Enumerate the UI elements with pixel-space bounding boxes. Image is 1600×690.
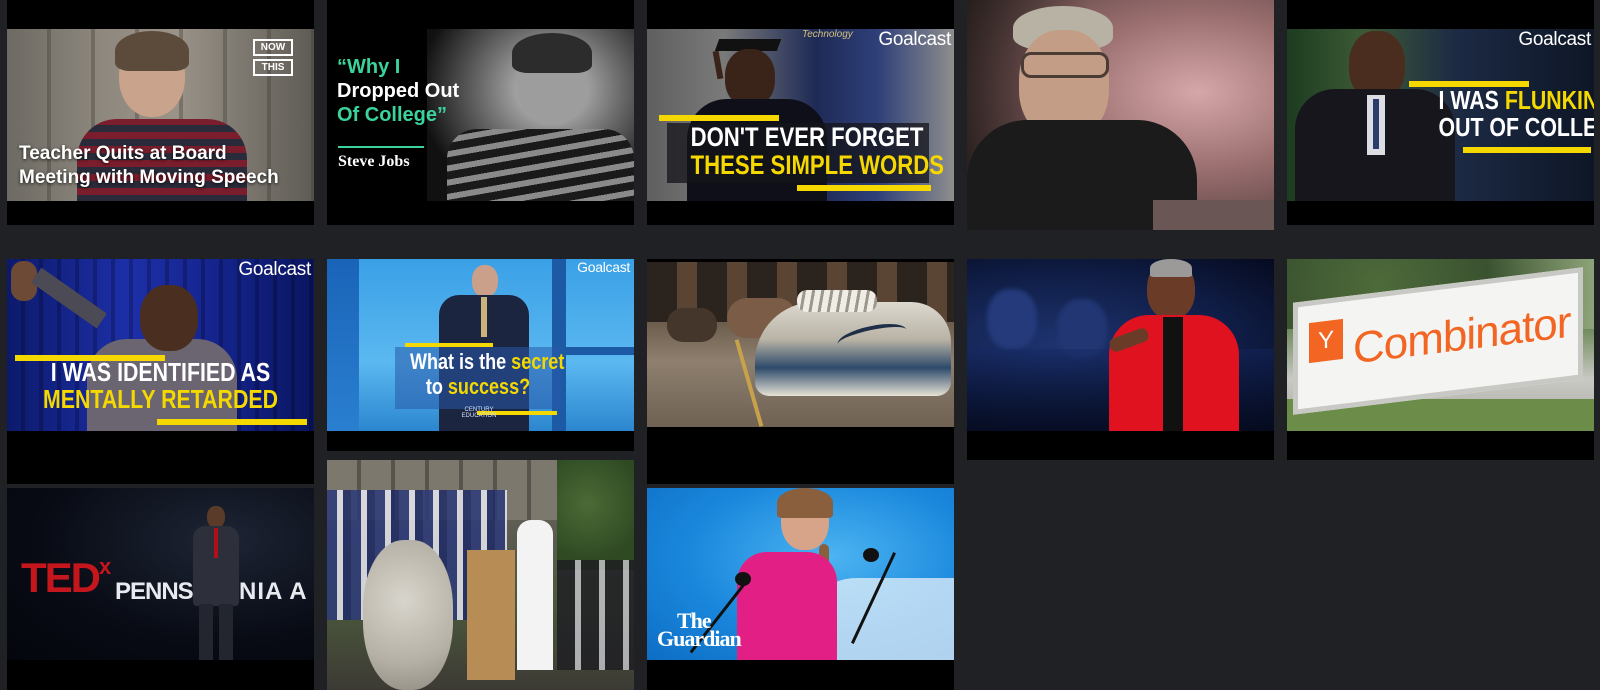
speaker-head [725, 49, 775, 107]
goalcast-logo: Goalcast [1518, 29, 1591, 50]
video-card-guardian[interactable]: The Guardian [647, 488, 954, 690]
banner-text: Technology [802, 29, 853, 40]
tedx-logo-ted: TED [21, 554, 101, 601]
video-thumbnail: TEDx PENNSY NIA A [7, 488, 314, 660]
quote-line3: Of College” [337, 104, 448, 126]
video-card-sneakers[interactable] [647, 259, 954, 484]
video-thumbnail: NOW THIS Teacher Quits at Board Meeting … [7, 29, 314, 201]
video-thumbnail [327, 460, 634, 690]
video-thumbnail: “Why I Dropped Out Of College” Steve Job… [327, 29, 634, 201]
speaker-head [207, 506, 225, 528]
video-thumbnail [647, 262, 954, 427]
video-thumbnail: Goalcast I WAS FLUNKING OUT OF COLLEGE [1287, 29, 1594, 201]
video-thumbnail: Y Combinator [1287, 259, 1594, 431]
video-thumbnail: The Guardian [647, 488, 954, 660]
sneaker [755, 302, 951, 396]
goalcast-logo: Goalcast [878, 29, 951, 50]
video-card-red-speaker[interactable] [967, 259, 1274, 460]
quote-author: Steve Jobs [338, 153, 410, 170]
video-card-steve-jobs[interactable]: “Why I Dropped Out Of College” Steve Job… [327, 0, 634, 225]
yc-logo-square: Y [1309, 318, 1343, 364]
video-card-teacher-quits[interactable]: NOW THIS Teacher Quits at Board Meeting … [7, 0, 314, 225]
quote-line2: Dropped Out [337, 80, 460, 102]
quote-line1: “Why I [337, 56, 401, 78]
video-title-line1: I WAS IDENTIFIED AS [50, 357, 271, 387]
video-title-line1: DON'T EVER FORGET [690, 122, 924, 152]
video-title-line2: THESE SIMPLE WORDS [690, 150, 944, 180]
speaker-head [140, 285, 198, 351]
video-title-line1: Teacher Quits at Board [19, 143, 227, 164]
video-thumbnail: Goalcast What is the secret to success? … [327, 259, 634, 431]
video-card-flat-cap[interactable] [967, 0, 1274, 230]
goalcast-logo: Goalcast [238, 259, 311, 280]
goalcast-logo: Goalcast [577, 259, 630, 275]
stage-text-right: NIA A [239, 578, 308, 605]
video-card-secret-success[interactable]: Goalcast What is the secret to success? … [327, 259, 634, 451]
video-title-line2: MENTALLY RETARDED [43, 384, 278, 414]
nowthis-logo: NOW THIS [253, 39, 293, 76]
video-title-line2: to success? [425, 374, 531, 399]
tedx-logo-x: x [99, 554, 111, 579]
video-title-line1: I WAS FLUNKING [1438, 85, 1594, 115]
video-thumbnail [967, 0, 1274, 230]
speaker-head [472, 265, 498, 297]
video-card-mentally[interactable]: Goalcast I WAS IDENTIFIED AS MENTALLY RE… [7, 259, 314, 484]
video-card-graduation[interactable] [327, 460, 634, 690]
video-thumbnail: Technology Goalcast DON'T EVER FORGET TH… [647, 29, 954, 201]
video-title-line2: OUT OF COLLEGE [1438, 112, 1594, 142]
guardian-logo: The Guardian [657, 608, 742, 651]
video-thumbnail [967, 259, 1274, 431]
video-title-line1: What is the secret [409, 349, 565, 374]
podium-label: CENTURY EDUCATION [461, 407, 497, 419]
audience-head [363, 540, 453, 690]
video-title-line2: Meeting with Moving Speech [19, 167, 279, 188]
video-thumbnail: Goalcast I WAS IDENTIFIED AS MENTALLY RE… [7, 259, 314, 431]
video-card-tedx[interactable]: TEDx PENNSY NIA A [7, 488, 314, 690]
video-card-y-combinator[interactable]: Y Combinator [1287, 259, 1594, 460]
video-card-dont-forget[interactable]: Technology Goalcast DON'T EVER FORGET TH… [647, 0, 954, 225]
video-card-flunking[interactable]: Goalcast I WAS FLUNKING OUT OF COLLEGE [1287, 0, 1594, 225]
